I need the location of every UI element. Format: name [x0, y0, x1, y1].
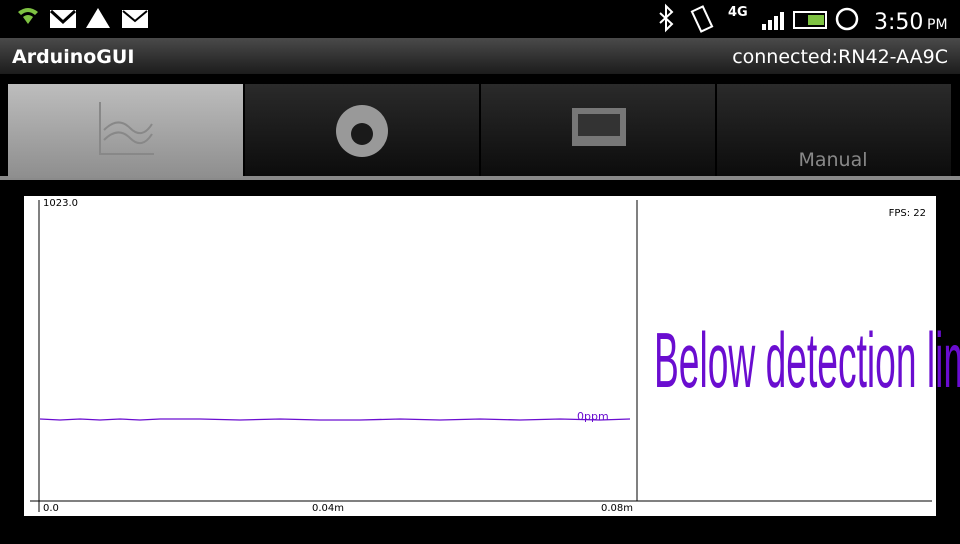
detection-message: Below detection limit [654, 317, 960, 404]
tab-graph[interactable] [8, 84, 243, 178]
app-bar [0, 38, 960, 74]
plot-area [24, 196, 936, 516]
tab-underline [0, 176, 960, 180]
clock: 3:50 [874, 10, 923, 35]
svg-text:4G: 4G [728, 5, 748, 20]
line-label: 0ppm [577, 410, 609, 423]
tab-manual[interactable] [717, 84, 951, 176]
graph-icon [99, 102, 154, 155]
knob-icon-center [351, 123, 373, 145]
x-label: 0.04m [312, 503, 344, 514]
connection-status: connected:RN42-AA9C [732, 46, 948, 68]
terminal-icon-screen [578, 114, 620, 136]
sensor-line [39, 418, 631, 421]
fps-label: FPS: 22 [889, 208, 926, 219]
tab-manual-label: Manual [798, 149, 867, 171]
status-bar [0, 0, 960, 38]
x-label: 0.08m [601, 503, 633, 514]
clock-ampm: PM [927, 17, 948, 33]
x-label: 0.0 [43, 503, 59, 514]
status-icons: 4G [18, 3, 859, 33]
y-max-label: 1023.0 [43, 198, 78, 209]
app-title: ArduinoGUI [12, 46, 134, 68]
